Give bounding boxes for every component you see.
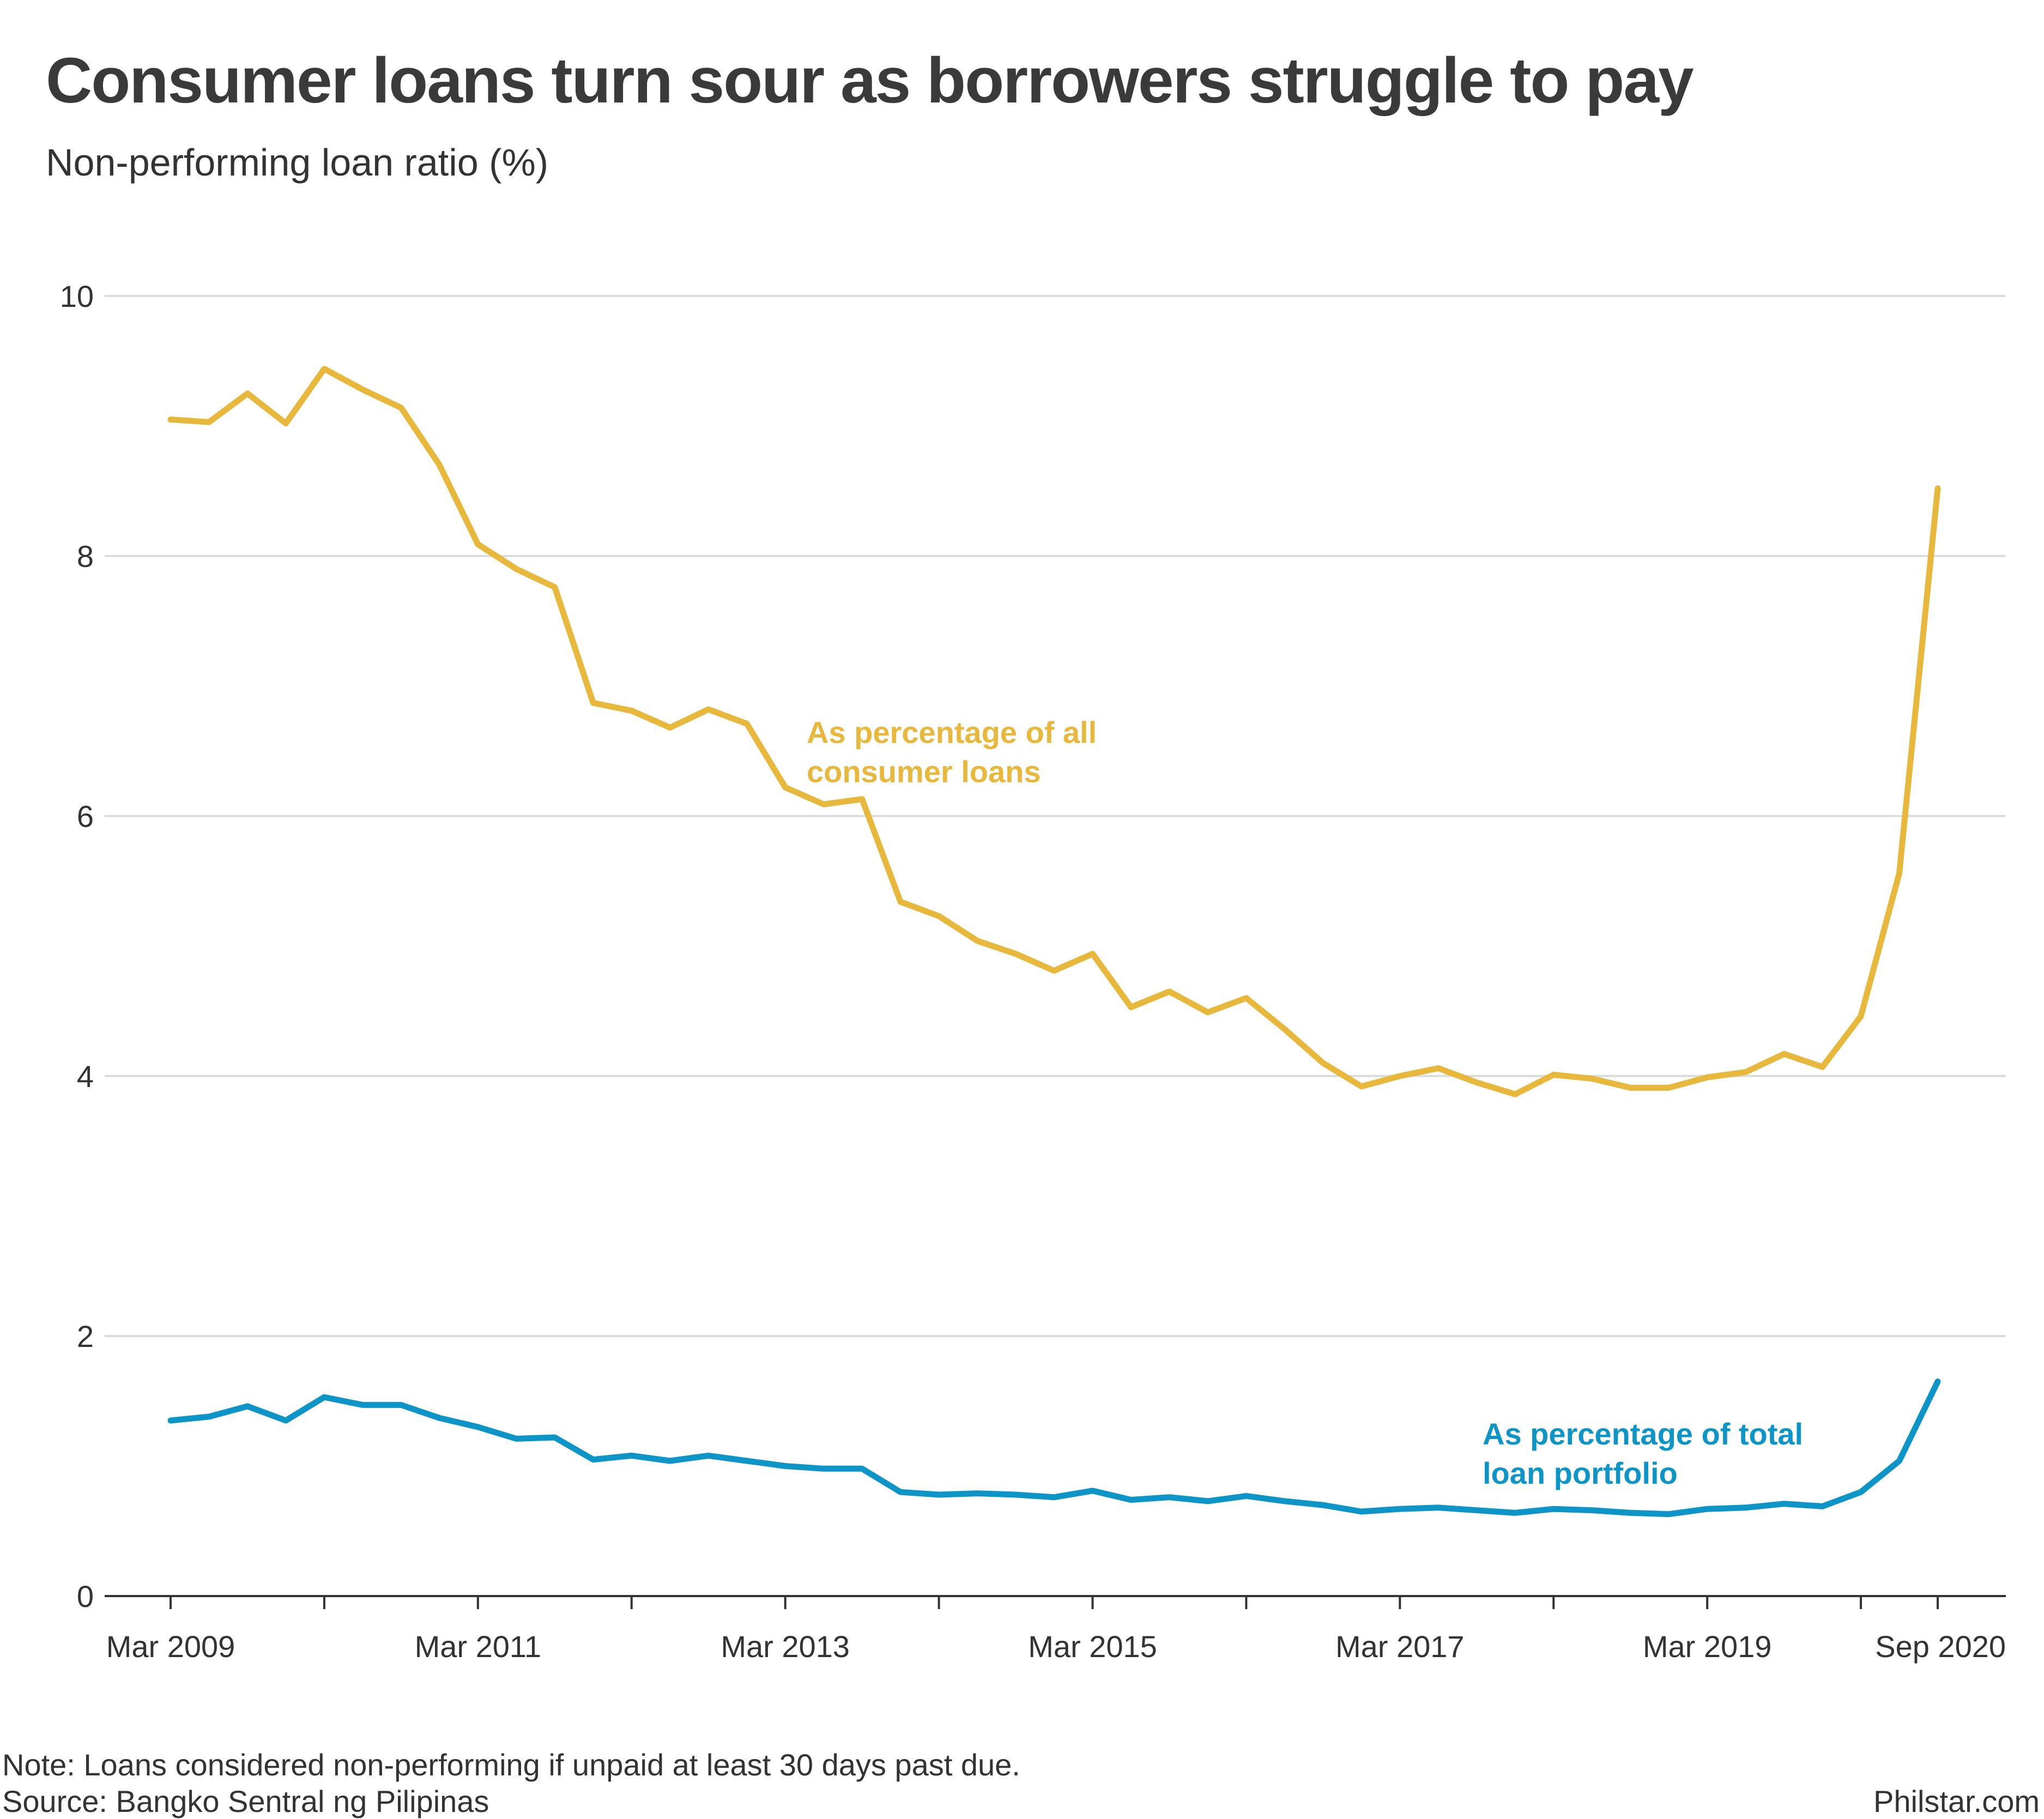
x-tick-label: Mar 2015 — [1028, 1629, 1157, 1664]
y-tick-label: 2 — [77, 1319, 94, 1353]
chart-source: Source: Bangko Sentral ng Pilipinas — [2, 1784, 489, 1818]
series-lines — [167, 366, 1941, 1518]
y-tick-label: 6 — [77, 799, 94, 833]
y-tick-label: 4 — [77, 1059, 94, 1093]
chart-note: Note: Loans considered non-performing if… — [2, 1748, 1020, 1782]
x-axis: Mar 2009 Mar 2011 Mar 2013 Mar 2015 Mar 2017… — [105, 1595, 2006, 1664]
y-tick-label: 10 — [60, 279, 94, 313]
chart-credit: Philstar.com — [1873, 1784, 2040, 1818]
y-axis: 0 2 4 6 8 10 — [60, 279, 94, 1613]
chart-subtitle: Non-performing loan ratio (%) — [46, 141, 549, 184]
x-tick-label: Mar 2017 — [1335, 1629, 1465, 1664]
series-line-0 — [167, 366, 1941, 1097]
x-tick-label: Mar 2013 — [721, 1629, 850, 1664]
y-tick-label: 8 — [77, 539, 94, 573]
series-label-1: As percentage of total — [1483, 1417, 1803, 1451]
series-line-1 — [167, 1379, 1941, 1518]
x-tick-label: Mar 2009 — [106, 1629, 235, 1664]
y-tick-label: 0 — [77, 1579, 94, 1613]
chart-title: Consumer loans turn sour as borrowers st… — [46, 45, 1694, 117]
series-label-0: As percentage of all — [807, 715, 1097, 750]
series-label-0: consumer loans — [807, 754, 1041, 789]
x-tick-label: Sep 2020 — [1875, 1629, 2006, 1664]
series-labels: As percentage of all consumer loans As per… — [807, 715, 1803, 1490]
x-tick-label: Mar 2019 — [1643, 1629, 1772, 1664]
x-tick-label: Mar 2011 — [415, 1629, 541, 1664]
series-label-1: loan portfolio — [1483, 1456, 1678, 1490]
grid-lines — [105, 295, 2006, 1337]
